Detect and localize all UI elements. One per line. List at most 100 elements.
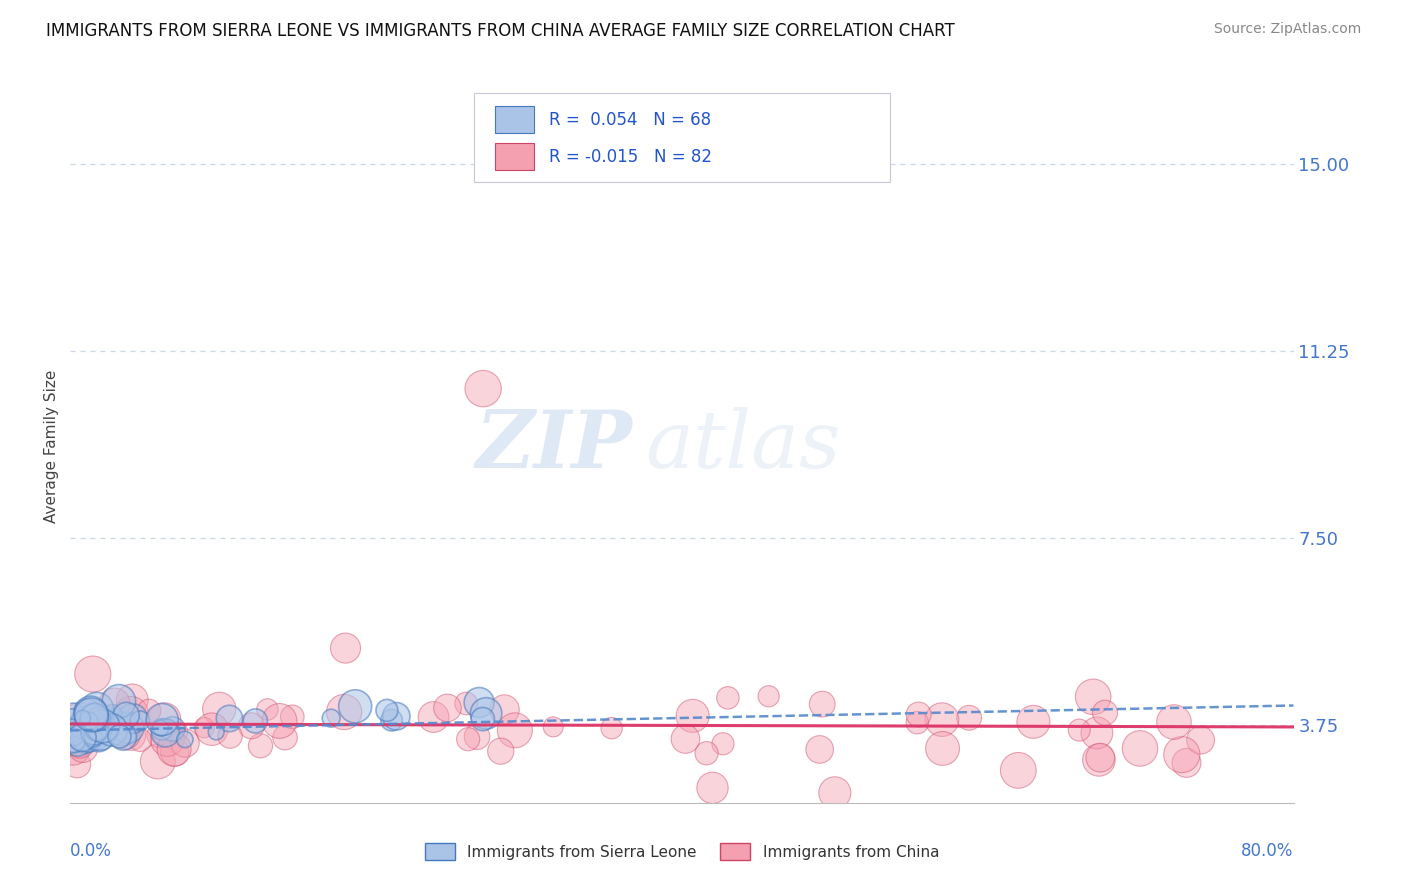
Point <box>219 729 242 743</box>
Point <box>717 690 740 705</box>
Text: Source: ZipAtlas.com: Source: ZipAtlas.com <box>1213 22 1361 37</box>
Point <box>155 726 177 740</box>
Point <box>93 711 115 725</box>
Point <box>73 731 96 746</box>
Bar <box>495 106 534 133</box>
Point <box>83 725 105 739</box>
Point <box>475 706 498 721</box>
Point <box>824 786 846 800</box>
Point <box>103 715 125 730</box>
Point <box>335 641 357 656</box>
Point <box>156 732 179 747</box>
Point <box>121 712 143 726</box>
Point <box>70 731 93 745</box>
Text: 0.0%: 0.0% <box>70 842 112 860</box>
Point <box>321 711 343 725</box>
Point <box>69 722 91 736</box>
Point <box>79 722 101 736</box>
Point <box>108 730 131 744</box>
Point <box>128 714 150 728</box>
Point <box>82 731 104 745</box>
Point <box>711 737 734 751</box>
Point <box>153 712 176 726</box>
Point <box>76 717 98 731</box>
Point <box>101 706 124 721</box>
Point <box>96 711 118 725</box>
Point <box>66 757 89 772</box>
Point <box>60 731 83 745</box>
Point <box>76 705 98 719</box>
Point <box>66 735 89 749</box>
Point <box>333 705 356 719</box>
Point <box>86 723 108 737</box>
Point <box>62 740 84 755</box>
Point <box>907 707 929 722</box>
Point <box>472 382 495 396</box>
Point <box>208 702 231 716</box>
Point <box>69 713 91 727</box>
Y-axis label: Average Family Size: Average Family Size <box>44 369 59 523</box>
Point <box>269 714 291 728</box>
Point <box>471 712 494 726</box>
Point <box>103 697 125 711</box>
Point <box>163 745 186 759</box>
Text: R =  0.054   N = 68: R = 0.054 N = 68 <box>548 111 710 128</box>
Point <box>149 721 172 735</box>
Point <box>65 727 87 741</box>
Point <box>600 721 623 735</box>
Point <box>129 733 152 747</box>
Point <box>91 719 114 733</box>
Point <box>174 732 197 747</box>
Point <box>163 742 186 756</box>
Point <box>146 755 169 769</box>
Point <box>201 722 224 736</box>
Point <box>166 725 188 739</box>
Point <box>808 742 831 756</box>
Point <box>174 736 197 750</box>
Point <box>87 731 110 745</box>
Point <box>696 746 718 760</box>
Point <box>76 728 98 742</box>
Point <box>1090 750 1112 764</box>
Point <box>1171 747 1194 762</box>
Point <box>115 708 138 723</box>
Point <box>456 697 478 711</box>
Point <box>108 694 131 708</box>
Point <box>77 722 100 736</box>
Point <box>1088 753 1111 767</box>
Point <box>811 697 834 711</box>
Point <box>80 727 103 741</box>
Point <box>240 719 263 733</box>
Point <box>1163 714 1185 729</box>
Point <box>62 709 84 723</box>
Point <box>465 730 488 744</box>
Point <box>82 667 104 681</box>
Point <box>60 711 83 725</box>
Point <box>89 727 111 741</box>
Point <box>344 699 367 714</box>
Point <box>162 722 184 736</box>
Point <box>1007 764 1029 778</box>
Point <box>489 744 512 758</box>
Point <box>90 714 112 729</box>
Point <box>117 721 139 735</box>
FancyBboxPatch shape <box>474 93 890 182</box>
Point <box>112 720 135 734</box>
Point <box>193 721 215 735</box>
Point <box>381 713 404 727</box>
Point <box>97 715 120 730</box>
Point <box>494 703 516 717</box>
Point <box>80 717 103 731</box>
Point <box>153 724 176 739</box>
Text: IMMIGRANTS FROM SIERRA LEONE VS IMMIGRANTS FROM CHINA AVERAGE FAMILY SIZE CORREL: IMMIGRANTS FROM SIERRA LEONE VS IMMIGRAN… <box>46 22 955 40</box>
Point <box>94 719 117 733</box>
Point <box>72 711 94 725</box>
Point <box>1129 741 1152 756</box>
Point <box>931 713 953 727</box>
Point <box>1189 733 1212 747</box>
Point <box>84 730 107 744</box>
Point <box>1094 706 1116 720</box>
Text: ZIP: ZIP <box>477 408 633 484</box>
Point <box>281 710 304 724</box>
Point <box>65 727 87 741</box>
